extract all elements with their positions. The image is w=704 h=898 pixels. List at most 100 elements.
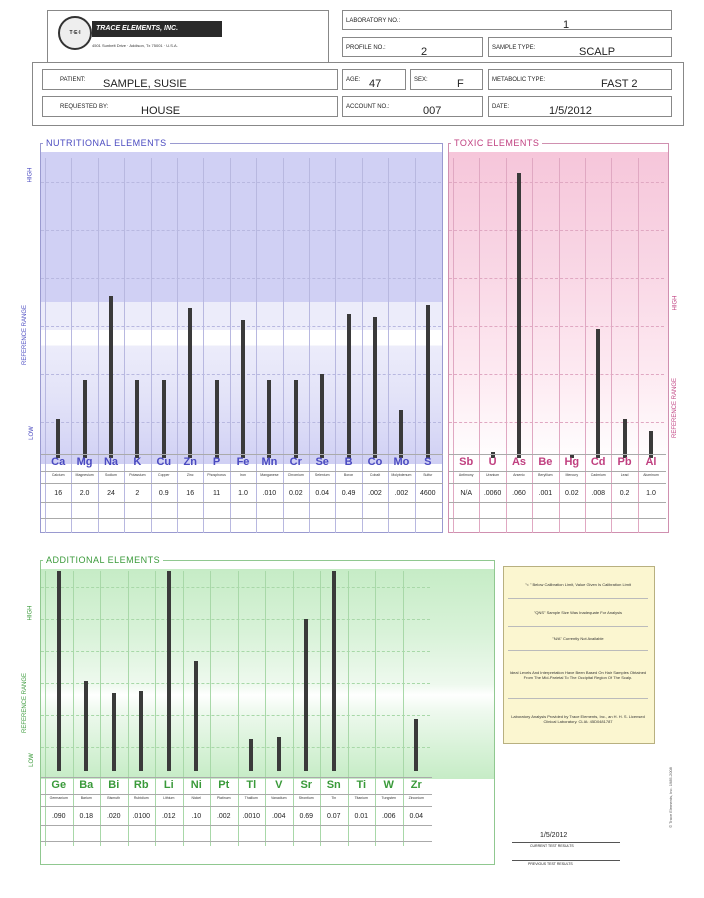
column-divider — [265, 571, 266, 846]
age-label: AGE: — [346, 77, 361, 83]
element-name: Bismuth — [107, 796, 121, 800]
element-symbol: Ni — [190, 779, 202, 791]
additional-low-label: LOW — [28, 753, 35, 767]
account-no-field: ACCOUNT NO.: 007 — [342, 96, 483, 117]
column-divider — [229, 158, 231, 533]
column-divider — [210, 571, 211, 846]
element-symbol: W — [383, 779, 394, 791]
gridline — [41, 619, 430, 620]
gridline — [41, 182, 441, 183]
element-value: 0.9 — [158, 490, 169, 497]
gridline — [449, 230, 665, 231]
element-value: 16 — [186, 490, 195, 497]
bar-ni — [194, 661, 199, 771]
element-value: 0.49 — [341, 490, 356, 497]
bar-mn — [267, 380, 272, 458]
legend-notes-box: "< " Below Calibration Limit, Value Give… — [503, 566, 655, 744]
element-value: .004 — [271, 813, 286, 820]
element-value: 2.0 — [79, 490, 90, 497]
element-symbol: Mo — [393, 456, 410, 468]
column-divider — [203, 158, 205, 533]
element-value: .060 — [512, 490, 526, 497]
element-value: 2 — [135, 490, 140, 497]
element-name: Chromium — [287, 473, 304, 477]
toxic-high-label: HIGH — [672, 295, 679, 311]
table-row-separator — [449, 471, 667, 472]
element-name: Platinum — [216, 796, 231, 800]
element-symbol: P — [212, 456, 221, 468]
element-value: .0100 — [132, 813, 151, 820]
element-value: 1.0 — [646, 490, 656, 497]
table-row-separator — [41, 841, 432, 842]
column-divider — [127, 571, 129, 846]
bar-tl — [249, 739, 254, 771]
element-symbol: Ti — [356, 779, 367, 791]
legend-note: "< " Below Calibration Limit, Value Give… — [508, 571, 648, 599]
column-divider — [361, 158, 363, 533]
bar-ba — [84, 681, 89, 771]
company-name: TRACE ELEMENTS, INC. — [92, 21, 222, 37]
previous-result-line — [512, 860, 620, 861]
requested-by-field: REQUESTED BY: HOUSE — [42, 96, 338, 117]
element-name: Copper — [158, 473, 170, 477]
element-name: Zinc — [186, 473, 194, 477]
element-symbol: As — [511, 456, 527, 468]
bar-pb — [622, 419, 627, 458]
element-symbol: Rb — [133, 779, 149, 791]
age-field: AGE: 47 — [342, 69, 406, 90]
table-row-separator — [449, 454, 667, 455]
bar-p — [214, 380, 219, 458]
profile-no-value: 2 — [421, 46, 428, 57]
metabolic-type-value: FAST 2 — [601, 78, 638, 90]
company-address: 4501 Sunbelt Drive · Addison, Tx 75001 ·… — [92, 43, 178, 48]
additional-reference-range-label: REFERENCE RANGE — [22, 672, 29, 734]
gridline — [41, 715, 430, 716]
element-symbol: Cd — [590, 456, 606, 468]
element-name: Germanium — [49, 796, 68, 800]
bar-sn — [331, 571, 336, 771]
element-name: Mercury — [565, 473, 579, 477]
column-divider — [237, 571, 239, 846]
sample-type-value: SCALP — [579, 46, 616, 57]
column-divider — [182, 571, 184, 846]
element-value: .0010 — [242, 813, 261, 820]
element-symbol: Co — [367, 456, 383, 468]
gridline — [41, 587, 430, 588]
element-name: Sulfur — [423, 473, 433, 477]
element-value: .002 — [368, 490, 382, 497]
element-name: Arsenic — [513, 473, 525, 477]
company-box: T·E·I TRACE ELEMENTS, INC. 4501 Sunbelt … — [47, 10, 329, 66]
element-symbol: Pt — [218, 779, 230, 791]
column-divider — [585, 158, 586, 533]
lab-no-label: LABORATORY NO.: — [346, 18, 401, 24]
bar-ca — [56, 419, 61, 458]
nutritional-title: NUTRITIONAL ELEMENTS — [43, 138, 170, 148]
account-no-value: 007 — [423, 105, 442, 117]
element-name: Cobalt — [369, 473, 381, 477]
table-row-separator — [41, 518, 443, 519]
additional-title: ADDITIONAL ELEMENTS — [43, 555, 164, 565]
toxic-panel: TOXIC ELEMENTS Sb Antimony N/A U Uranium .006… — [448, 138, 669, 533]
legend-note: Ideal Levels And Interpretation Have Bee… — [508, 651, 648, 699]
element-name: Uranium — [485, 473, 500, 477]
column-divider — [100, 571, 101, 846]
sex-label: SEX: — [414, 77, 428, 83]
gridline — [449, 374, 665, 375]
element-name: Magnesium — [75, 473, 94, 477]
column-divider — [637, 158, 639, 533]
column-divider — [45, 571, 46, 846]
element-name: Zirconium — [408, 796, 424, 800]
element-name: Phosphorus — [207, 473, 226, 477]
table-row-separator — [449, 502, 667, 503]
element-value: .006 — [381, 813, 396, 820]
table-row-separator — [41, 806, 432, 807]
column-divider — [177, 158, 178, 533]
element-value: 0.69 — [299, 813, 314, 820]
column-divider — [402, 571, 404, 846]
element-value: 16 — [54, 490, 63, 497]
element-name: Vanadium — [270, 796, 287, 800]
current-result-date: 1/5/2012 — [540, 832, 568, 839]
toxic-reference-range-label: REFERENCE RANGE — [672, 377, 679, 439]
legend-note: "QNS" Sample Size Was Inadequate For Ana… — [508, 599, 648, 627]
element-value: 11 — [212, 490, 221, 497]
